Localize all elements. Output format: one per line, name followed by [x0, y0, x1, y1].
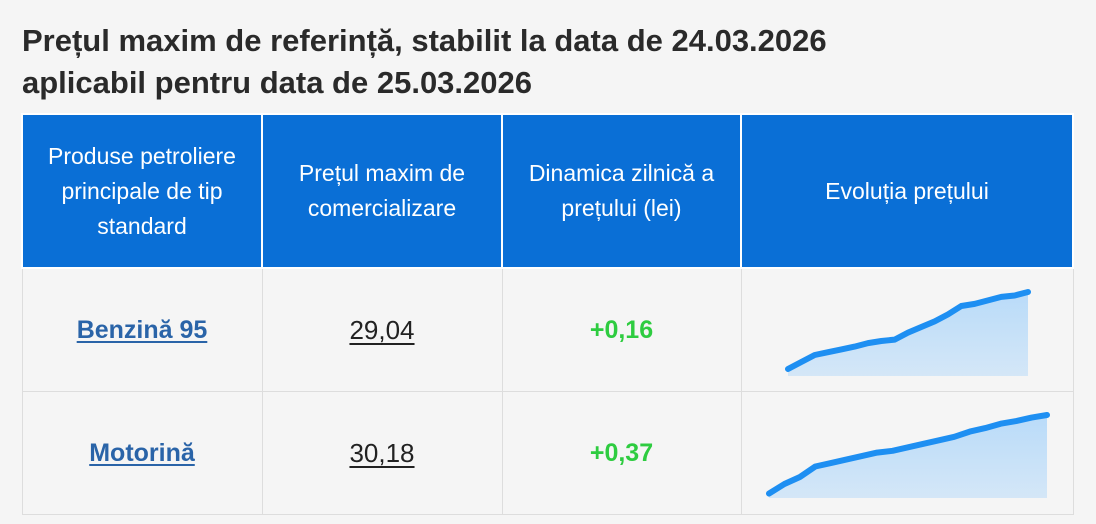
price-cell: 29,04: [261, 267, 503, 392]
table-row: Motorină 30,18 +0,37: [21, 391, 1074, 515]
table-row: Benzină 95 29,04 +0,16: [21, 267, 1074, 392]
page-title: Prețul maxim de referință, stabilit la d…: [22, 20, 1082, 104]
header-products: Produse petroliere principale de tip sta…: [21, 113, 263, 269]
price-cell: 30,18: [261, 391, 503, 515]
title-line-2: aplicabil pentru data de 25.03.2026: [22, 65, 533, 100]
max-price-value[interactable]: 29,04: [349, 314, 415, 345]
sparkline-line: [784, 289, 1031, 372]
max-price-value[interactable]: 30,18: [349, 437, 415, 468]
product-cell: Benzină 95: [21, 267, 263, 392]
product-link-benzina-95[interactable]: Benzină 95: [76, 315, 208, 344]
header-daily-change: Dinamica zilnică a prețului (lei): [501, 113, 742, 269]
product-cell: Motorină: [21, 391, 263, 515]
chart-cell: [740, 267, 1074, 392]
daily-change-value: +0,16: [589, 315, 654, 344]
price-sparkline: [784, 289, 1031, 376]
delta-cell: +0,16: [501, 267, 742, 392]
daily-change-value: +0,37: [589, 438, 654, 467]
price-table: Produse petroliere principale de tip sta…: [21, 113, 1074, 515]
chart-cell: [740, 391, 1074, 515]
sparkline-line: [765, 412, 1050, 497]
table-header-row: Produse petroliere principale de tip sta…: [21, 113, 1074, 269]
header-price-evolution: Evoluția prețului: [740, 113, 1074, 269]
header-max-price: Prețul maxim de comercializare: [261, 113, 503, 269]
sparkline-area: [768, 415, 1047, 498]
product-link-motorina[interactable]: Motorină: [89, 438, 195, 467]
delta-cell: +0,37: [501, 391, 742, 515]
title-line-1: Prețul maxim de referință, stabilit la d…: [22, 23, 827, 58]
price-sparkline: [765, 412, 1050, 498]
